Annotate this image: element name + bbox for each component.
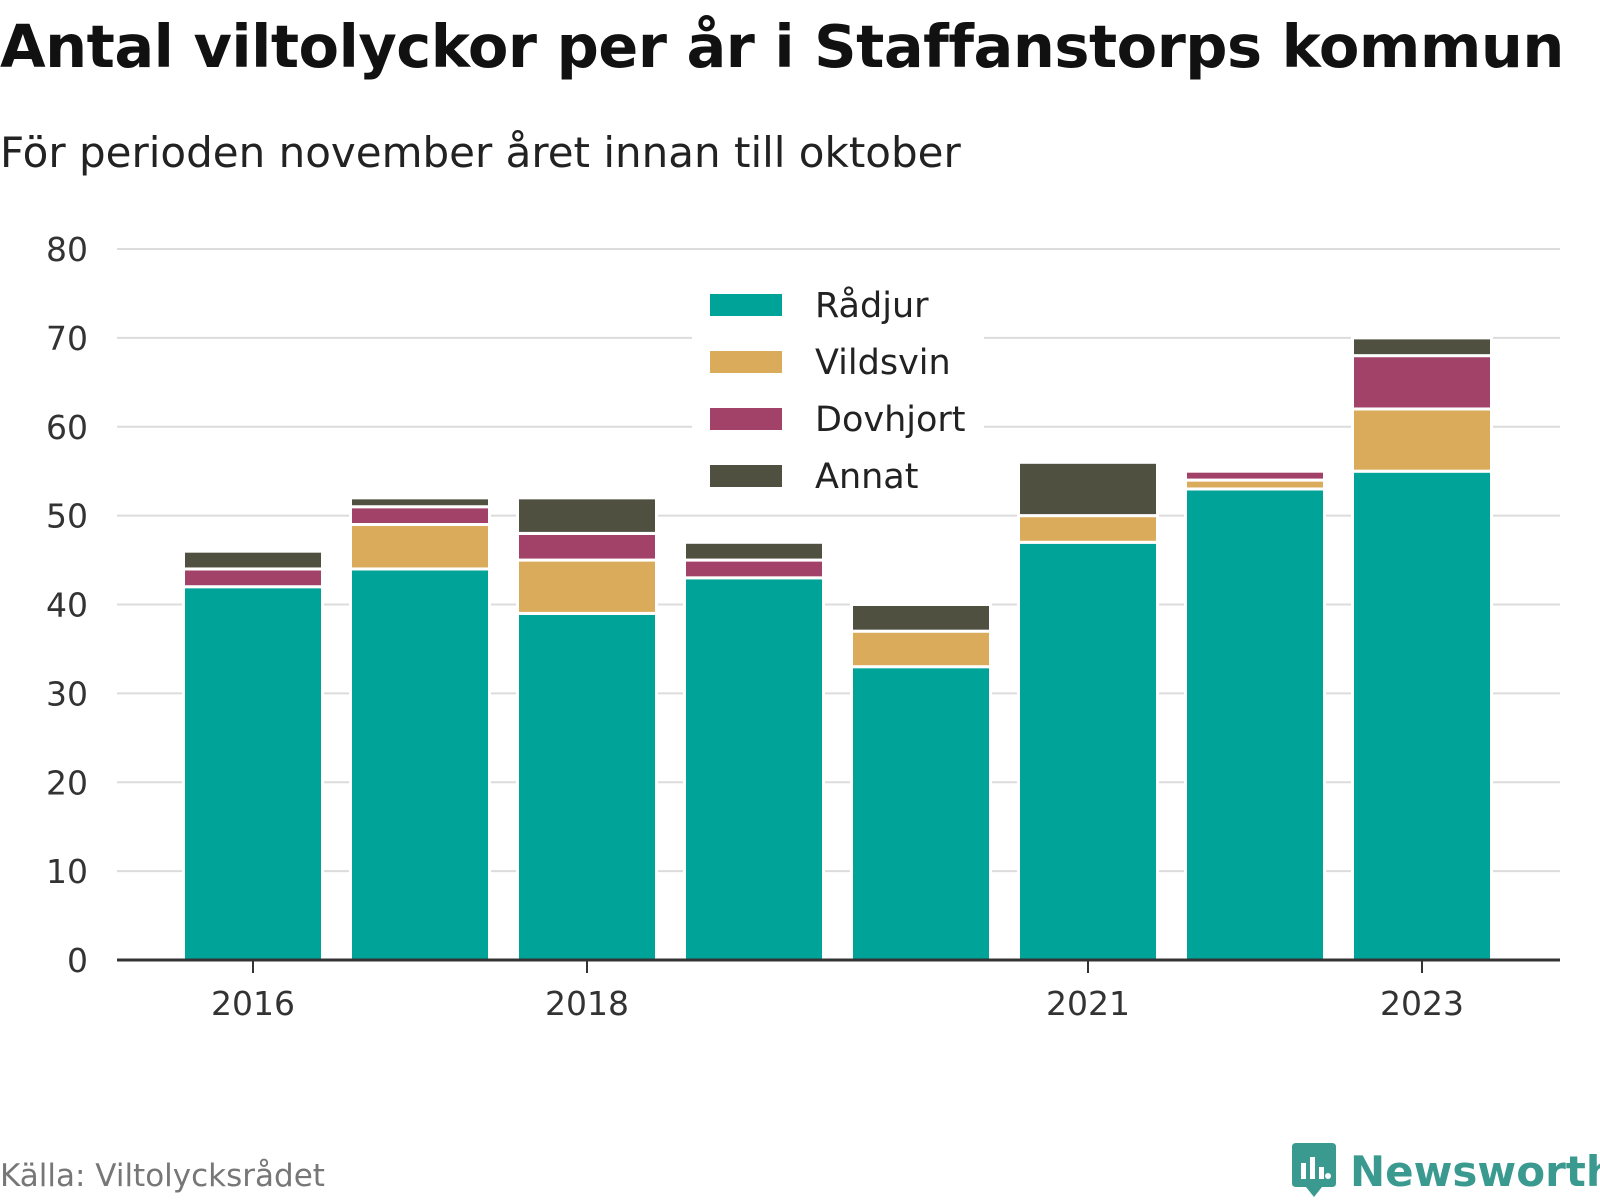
- bar-segment: [1351, 336, 1493, 358]
- brand-name: Newsworthy: [1350, 1146, 1600, 1196]
- brand-logo: Newsworthy: [1290, 1143, 1600, 1199]
- x-tick-label: 2018: [545, 984, 629, 1023]
- y-tick-label: 60: [46, 408, 88, 447]
- x-tick-label: 2016: [211, 984, 295, 1023]
- bar-segment: [1351, 354, 1493, 411]
- legend-label: Rådjur: [815, 285, 929, 326]
- bar-segment: [1184, 469, 1326, 482]
- y-tick-label: 30: [46, 674, 88, 713]
- bar-segment: [683, 540, 825, 562]
- bar-segment: [1351, 469, 1493, 962]
- bar-segment: [349, 505, 491, 527]
- y-tick-label: 0: [67, 941, 88, 980]
- y-tick-label: 10: [46, 852, 88, 891]
- bar-segment: [182, 585, 324, 962]
- x-tick-label: 2023: [1380, 984, 1464, 1023]
- y-tick-label: 40: [46, 586, 88, 625]
- chart-subtitle: För perioden november året innan till ok…: [0, 128, 961, 177]
- y-tick-label: 80: [46, 230, 88, 269]
- bar-segment: [850, 603, 992, 633]
- bar-segment: [516, 531, 658, 562]
- bar-segment: [850, 629, 992, 669]
- bar-segment: [1017, 540, 1159, 962]
- bar-segment: [516, 558, 658, 615]
- source-note: Källa: Viltolycksrådet: [0, 1158, 325, 1194]
- bar-segment: [1351, 407, 1493, 473]
- bar-segment: [349, 496, 491, 509]
- bar-segment: [1017, 460, 1159, 518]
- y-tick-label: 50: [46, 497, 88, 536]
- y-tick-label: 70: [46, 319, 88, 358]
- y-tick-label: 20: [46, 763, 88, 802]
- bar-segment: [850, 665, 992, 962]
- bar-segment: [683, 558, 825, 580]
- bar-segment: [182, 549, 324, 571]
- bar-segment: [182, 567, 324, 589]
- chart-title: Antal viltolyckor per år i Staffanstorps…: [0, 12, 1564, 81]
- legend-swatch: [710, 294, 782, 316]
- bar-segment: [1017, 514, 1159, 544]
- bar-segment: [683, 576, 825, 962]
- bar-segment: [349, 567, 491, 962]
- legend-label: Annat: [815, 457, 918, 497]
- legend-swatch: [710, 351, 782, 373]
- x-tick-label: 2021: [1046, 984, 1130, 1023]
- bar-segment: [349, 523, 491, 571]
- legend-swatch: [710, 408, 782, 430]
- legend-swatch: [710, 465, 782, 487]
- bar-segment: [516, 496, 658, 535]
- legend-label: Vildsvin: [815, 343, 951, 383]
- legend-label: Dovhjort: [815, 400, 966, 440]
- bar-segment: [1184, 487, 1326, 962]
- newsworthy-logo-icon: [1292, 1143, 1336, 1197]
- bar-segment: [516, 611, 658, 962]
